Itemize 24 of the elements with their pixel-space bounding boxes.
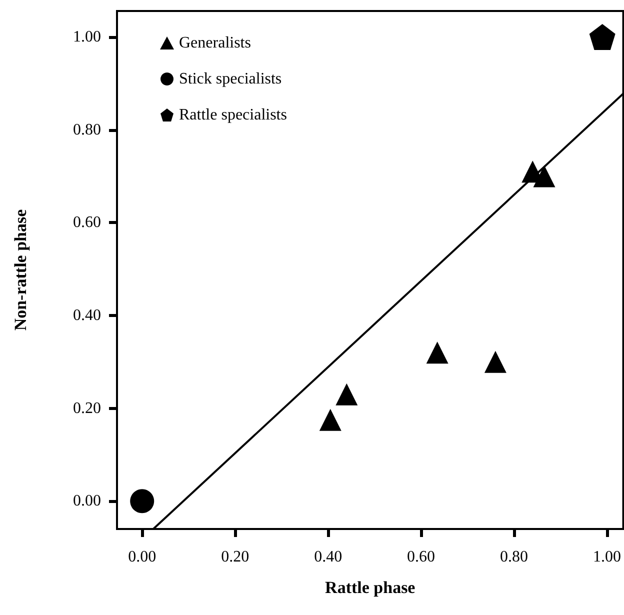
x-tick-label: 0.00 [128,548,156,566]
x-tick-label: 0.60 [407,548,436,566]
legend-label: Stick specialists [179,70,282,88]
y-tick-label: 0.60 [73,214,101,232]
x-tick-label: 1.00 [593,548,621,566]
y-tick-label: 0.00 [73,492,101,510]
x-tick-label: 0.40 [314,548,342,566]
point [336,383,358,406]
point [533,165,556,188]
point [484,350,506,373]
point [426,342,448,364]
point [130,489,154,514]
x-tick-label: 0.80 [500,548,528,566]
point [319,408,342,431]
y-tick-label: 0.40 [73,306,101,324]
legend-label: Generalists [179,34,251,52]
x-axis-title: Rattle phase [325,578,416,597]
legend-label: Rattle specialists [179,106,287,124]
point [589,24,616,50]
y-tick-label: 0.80 [73,121,101,138]
y-tick-label: 1.00 [73,28,101,46]
x-tick-label: 0.20 [221,548,250,566]
y-tick-label: 0.20 [73,400,101,417]
y-axis-title: Non-rattle phase [11,208,30,331]
